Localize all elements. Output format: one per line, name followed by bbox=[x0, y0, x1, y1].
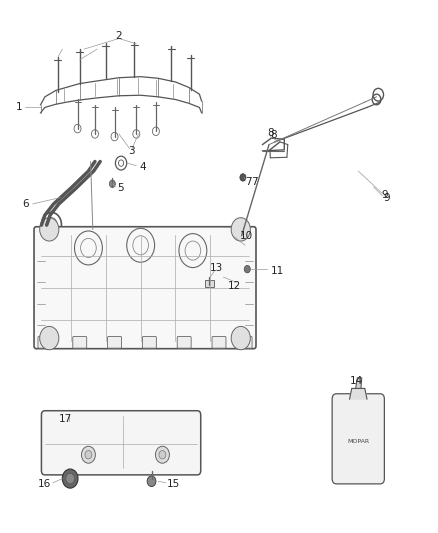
Circle shape bbox=[155, 446, 170, 463]
Circle shape bbox=[159, 450, 166, 459]
Text: 4: 4 bbox=[140, 162, 146, 172]
Text: 3: 3 bbox=[129, 146, 135, 156]
FancyBboxPatch shape bbox=[212, 336, 226, 348]
Circle shape bbox=[85, 450, 92, 459]
Text: 16: 16 bbox=[38, 479, 52, 489]
Text: 17: 17 bbox=[59, 414, 72, 424]
Polygon shape bbox=[356, 378, 362, 389]
FancyBboxPatch shape bbox=[108, 336, 121, 348]
FancyBboxPatch shape bbox=[34, 227, 256, 349]
Text: 12: 12 bbox=[228, 280, 241, 290]
Circle shape bbox=[110, 180, 116, 188]
Text: 8: 8 bbox=[267, 128, 274, 138]
FancyBboxPatch shape bbox=[38, 336, 52, 348]
Text: 5: 5 bbox=[117, 183, 124, 193]
Text: 6: 6 bbox=[22, 199, 28, 209]
Text: 8: 8 bbox=[270, 130, 277, 140]
FancyBboxPatch shape bbox=[142, 336, 156, 348]
Text: 15: 15 bbox=[167, 479, 180, 489]
Circle shape bbox=[240, 174, 246, 181]
Circle shape bbox=[244, 265, 251, 273]
FancyBboxPatch shape bbox=[42, 411, 201, 475]
Text: MOPAR: MOPAR bbox=[347, 439, 369, 444]
Circle shape bbox=[231, 217, 251, 241]
Text: 9: 9 bbox=[383, 192, 390, 203]
Circle shape bbox=[40, 217, 59, 241]
Text: 14: 14 bbox=[350, 376, 363, 386]
Circle shape bbox=[231, 326, 251, 350]
FancyBboxPatch shape bbox=[177, 336, 191, 348]
Circle shape bbox=[66, 473, 74, 484]
Text: 10: 10 bbox=[240, 231, 253, 241]
FancyBboxPatch shape bbox=[238, 336, 252, 348]
Circle shape bbox=[81, 446, 95, 463]
Text: 9: 9 bbox=[381, 190, 388, 200]
FancyBboxPatch shape bbox=[332, 394, 385, 484]
FancyBboxPatch shape bbox=[205, 280, 214, 287]
Text: 13: 13 bbox=[210, 263, 223, 273]
FancyBboxPatch shape bbox=[73, 336, 87, 348]
Polygon shape bbox=[350, 389, 367, 399]
Circle shape bbox=[62, 469, 78, 488]
Text: 7: 7 bbox=[245, 176, 252, 187]
Text: 2: 2 bbox=[116, 31, 122, 41]
Text: 1: 1 bbox=[15, 102, 22, 112]
Circle shape bbox=[40, 326, 59, 350]
Text: 11: 11 bbox=[270, 266, 284, 276]
Text: 7: 7 bbox=[251, 176, 258, 187]
Circle shape bbox=[147, 476, 156, 487]
